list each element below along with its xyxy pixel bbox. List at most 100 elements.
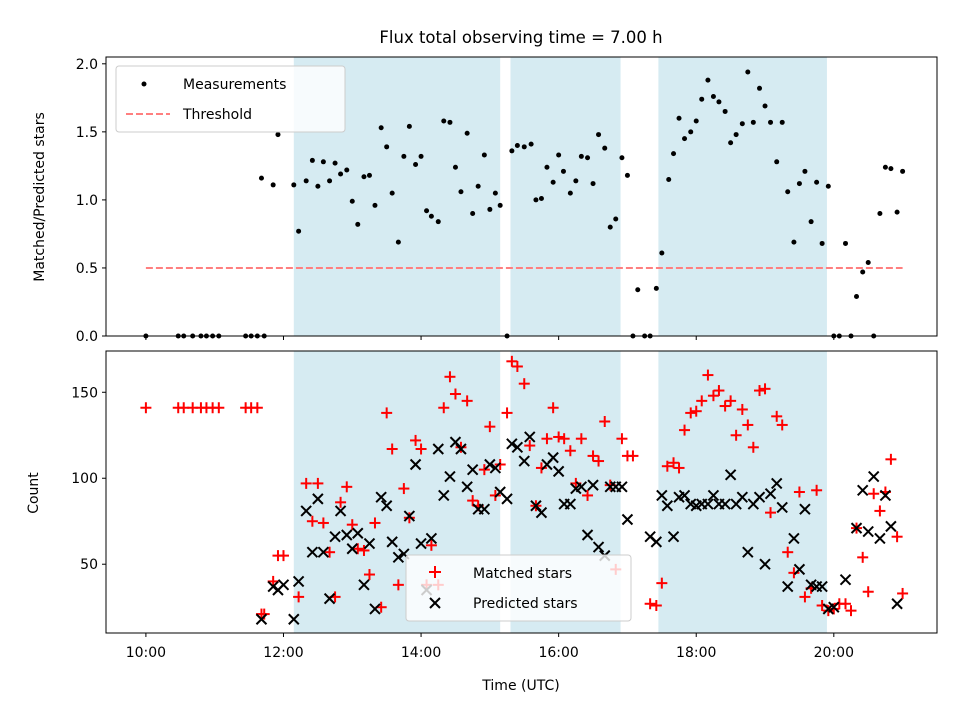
predicted-star-point [891,598,903,610]
measurement-point [550,179,556,185]
ratio-legend: Measurements Threshold [115,65,346,133]
measurement-point [607,224,613,230]
matched-star-point [369,517,381,529]
measurement-point [258,175,264,181]
measurement-point [275,132,281,138]
matched-star-point [403,512,415,524]
predicted-star-point [839,573,852,586]
predicted-star-point [885,520,897,533]
matched-star-point [845,605,857,617]
ratio-plot-area [105,56,938,337]
matched-star-point [415,443,427,455]
predicted-star-point [782,580,794,593]
measurement-point [447,119,453,125]
measurement-point [303,178,309,184]
measurement-point [791,239,797,245]
matched-star-point [346,519,358,531]
predicted-star-point [409,458,422,471]
matched-star-point [352,543,364,555]
measurement-point [659,250,665,256]
measurement-point [544,164,550,170]
measurement-point [378,125,384,131]
count-y-ticks: 50 100 150 [71,385,106,573]
predicted-star-point [771,477,783,490]
predicted-star-point [484,458,496,471]
matched-star-point [324,546,336,558]
predicted-star-point [616,481,628,493]
matched-star-point [771,410,783,422]
predicted-star-point [415,537,427,550]
predicted-star-point [511,441,524,453]
matched-star-point [251,402,263,414]
measurement-point [596,132,602,138]
measurement-point [424,208,430,214]
count-legend: Matched stars Predicted stars [405,554,632,622]
x-tick-label: 20:00 [814,645,854,661]
measurement-point [567,190,573,196]
measurement-point [355,221,361,227]
matched-star-point [661,460,673,472]
predicted-star-point [816,580,828,593]
matched-star-point [599,416,611,427]
legend-matched-marker [429,566,441,578]
measurement-point [361,174,367,180]
count-y-axis-label: Count [26,472,42,514]
measurement-point [716,99,722,105]
y-tick-label: 0.0 [76,329,98,345]
y-tick-label: 0.5 [76,261,98,277]
matched-star-point [381,407,393,419]
predicted-star-point [352,527,364,539]
measurement-point [441,118,447,124]
predicted-star-point [678,489,691,502]
matched-star-point [410,434,422,446]
measurement-point [533,197,539,203]
measurement-point [296,228,302,234]
measurement-point [722,108,728,114]
predicted-star-point [255,613,268,625]
matched-star-point [742,419,754,431]
measurement-point [475,183,481,189]
count-x-ticks: 10:00 12:00 14:00 16:00 18:00 20:00 [126,633,854,661]
predicted-stars-series [255,431,903,625]
measurement-point [332,160,338,166]
predicted-star-point [702,498,714,510]
observing-window [510,57,621,336]
measurement-point [860,269,866,275]
predicted-star-point [868,470,880,483]
predicted-star-point [438,489,450,502]
matched-star-point [425,539,437,551]
y-tick-label: 1.5 [76,125,98,141]
predicted-star-point [564,498,577,510]
predicted-star-point [288,613,300,625]
x-tick-label: 18:00 [676,645,716,661]
measurement-point [492,190,498,196]
measurement-point [666,176,672,182]
measurement-point [785,189,791,195]
matched-star-point [840,598,852,610]
count-plot-area [105,350,938,634]
predicted-star-point [879,489,892,502]
matched-star-point [673,462,685,474]
predicted-star-point [776,501,788,514]
measurement-point [802,168,808,174]
predicted-star-point [478,503,491,515]
measurement-point [843,240,849,246]
matched-star-point [558,433,570,445]
measurement-point [413,162,419,168]
measurement-point [745,69,751,75]
matched-star-point [501,407,513,419]
x-axis-label: Time (UTC) [481,678,559,694]
measurement-point [270,182,276,188]
predicted-star-point [862,525,874,538]
matched-star-point [461,395,473,407]
predicted-star-point [341,529,353,541]
matched-star-point [782,546,794,558]
matched-star-point [570,477,582,489]
matched-star-point [575,433,587,445]
matched-star-point [277,550,289,562]
matched-star-point [788,567,800,579]
predicted-star-point [277,579,290,591]
matched-star-point [524,440,536,452]
predicted-star-point [753,491,766,503]
matched-star-point [776,419,788,431]
